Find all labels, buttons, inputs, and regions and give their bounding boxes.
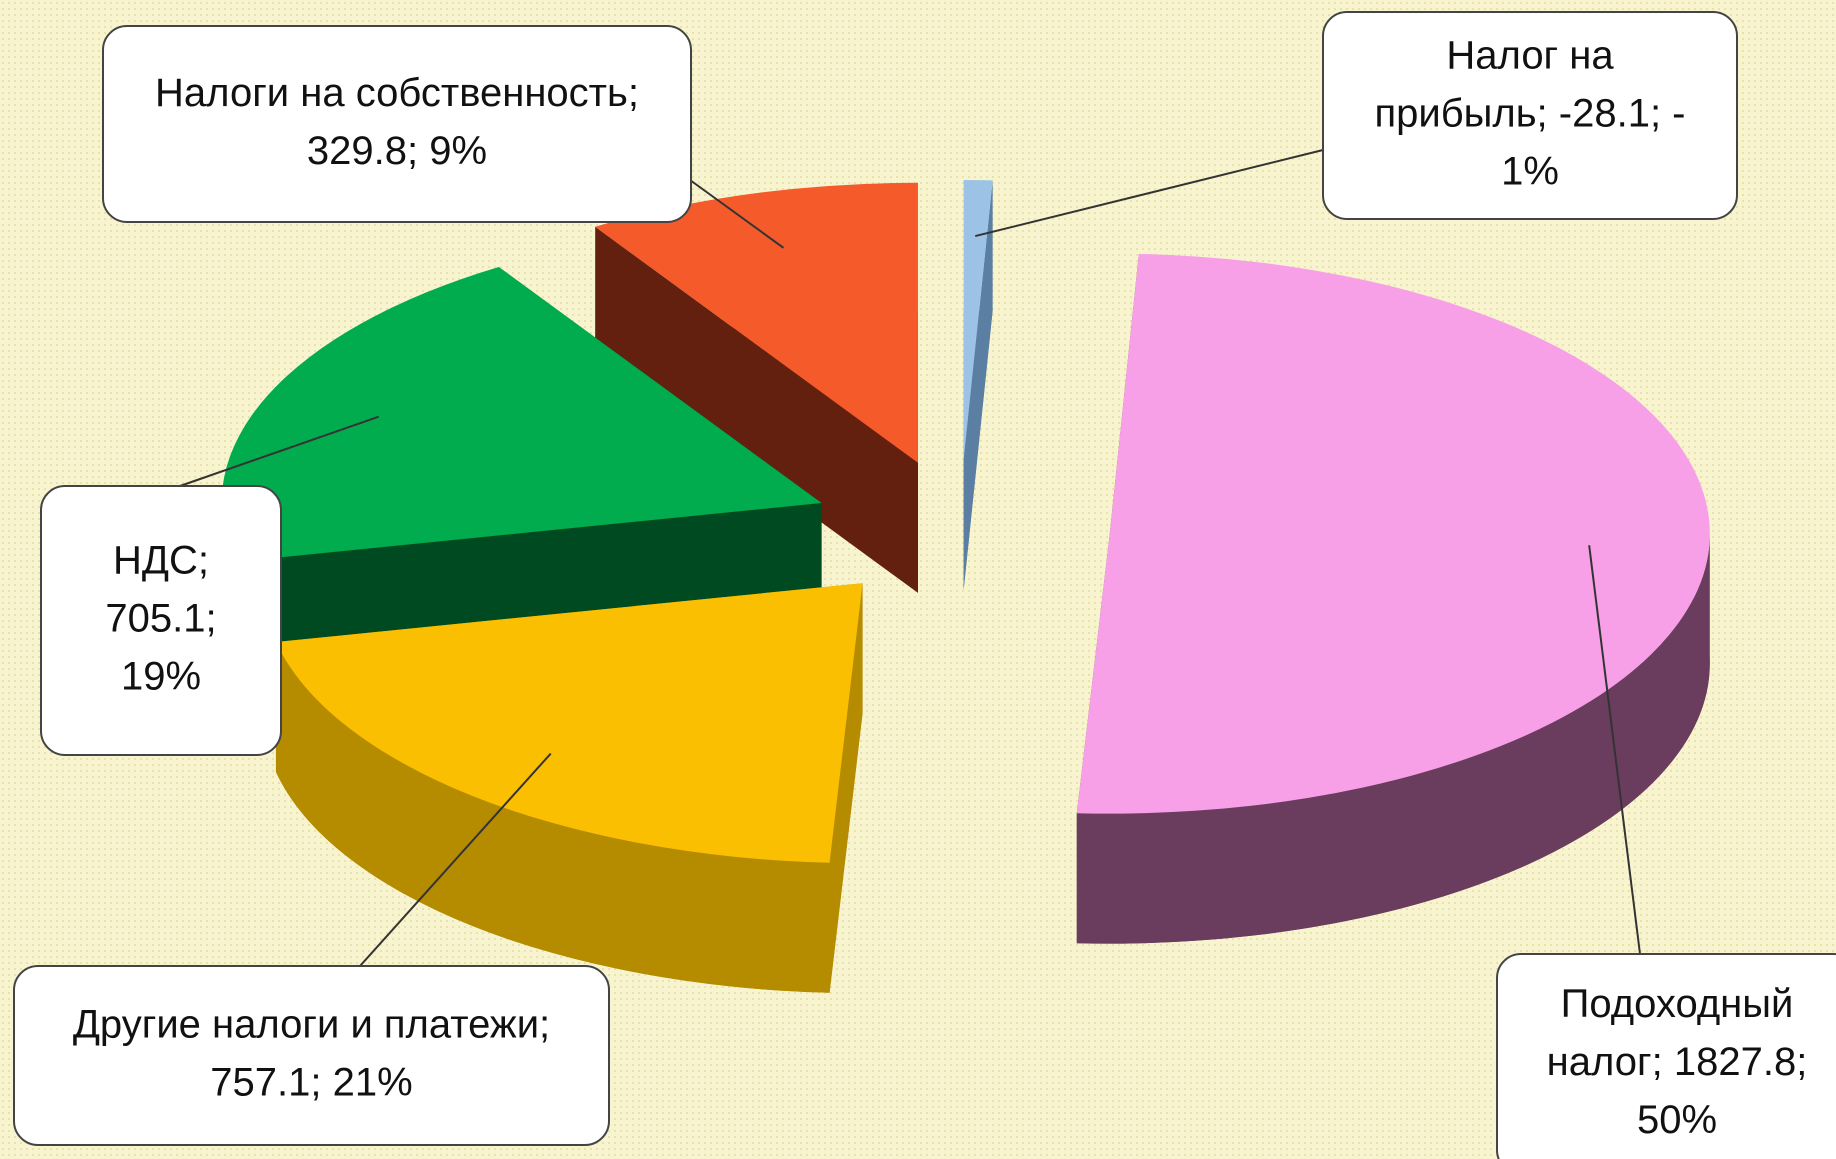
data-label-line: 50% <box>1637 1098 1717 1142</box>
slice <box>1076 253 1710 944</box>
data-label-line: Налог на <box>1446 33 1614 77</box>
label-box <box>1496 953 1836 1159</box>
data-label: Налог на прибыль; -28.1; - 1% <box>1374 33 1685 193</box>
data-label-line: 19% <box>121 654 201 698</box>
data-label-line: 705.1; <box>105 596 216 640</box>
data-label-line: 1% <box>1501 149 1559 193</box>
data-label: Налоги на собственность; 329.8; 9% <box>155 71 639 173</box>
data-label-line: 757.1; 21% <box>210 1060 412 1104</box>
labels: Налог на прибыль; -28.1; - 1% Подоходный нал… <box>13 11 1836 1159</box>
leader-line <box>359 752 552 967</box>
label-box <box>102 25 692 223</box>
data-label-line: НДС; <box>113 538 209 582</box>
slice-wall <box>595 226 918 593</box>
data-label-line: Другие налоги и платежи; <box>73 1002 550 1046</box>
slice <box>275 583 863 993</box>
slice-wall <box>963 180 993 591</box>
slice <box>963 180 993 591</box>
slice-top <box>1076 253 1710 814</box>
slice-top <box>963 180 993 461</box>
label-box <box>1322 11 1738 220</box>
pie <box>221 180 1710 993</box>
leader-line <box>689 179 785 249</box>
data-label-line: налог; 1827.8; <box>1547 1040 1808 1084</box>
slice-side <box>1076 533 1710 944</box>
data-label-line: Подоходный <box>1561 982 1794 1026</box>
leader-line <box>1588 545 1641 955</box>
leader-line <box>179 415 379 487</box>
label-box <box>13 965 610 1146</box>
data-label-line: 329.8; 9% <box>307 129 487 173</box>
data-label: Подоходный налог; 1827.8; 50% <box>1547 982 1808 1142</box>
data-label-line: Налоги на собственность; <box>155 71 639 115</box>
slice <box>595 182 918 593</box>
slice-top <box>275 583 863 863</box>
leader-line <box>975 149 1324 238</box>
data-label: НДС; 705.1; 19% <box>105 538 216 698</box>
slice-top <box>221 267 822 562</box>
slice-top <box>595 182 918 463</box>
data-label: Другие налоги и платежи; 757.1; 21% <box>73 1002 550 1104</box>
slice-side <box>275 642 830 993</box>
data-label-line: прибыль; -28.1; - <box>1374 91 1685 135</box>
label-box <box>40 485 282 756</box>
